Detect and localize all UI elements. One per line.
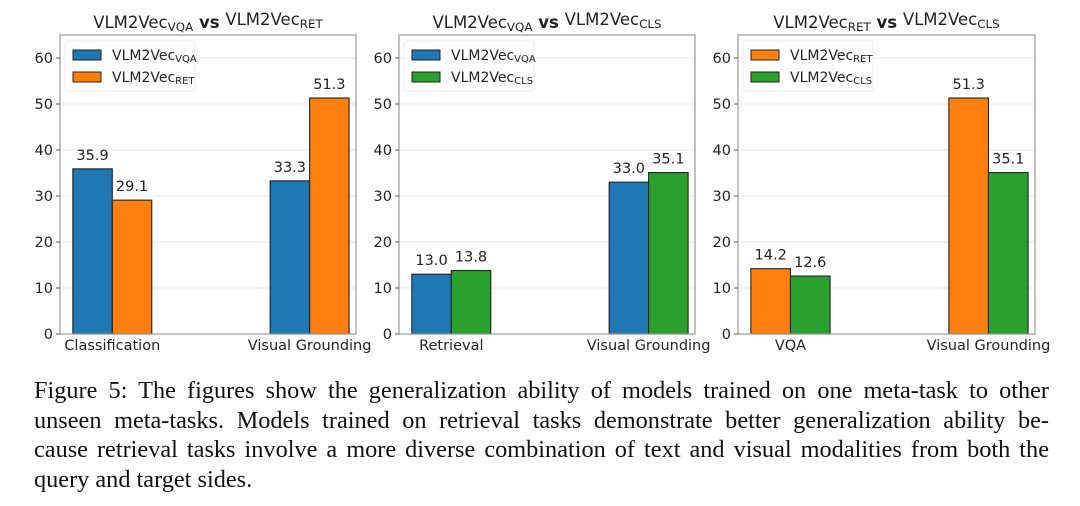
x-tick-label: Visual Grounding: [587, 338, 711, 354]
legend-swatch-vqa: [72, 49, 102, 61]
data-label: 12.6: [794, 255, 826, 271]
y-tick-label: 30: [374, 189, 392, 205]
y-tick-label: 60: [713, 51, 731, 67]
data-label: 35.9: [76, 148, 108, 164]
y-tick-label: 50: [35, 97, 53, 113]
y-tick-label: 10: [713, 281, 731, 297]
bar-ret-visual-grounding: [948, 97, 990, 335]
chart-title: VLM2VecRET vs VLM2VecCLS: [773, 10, 999, 34]
y-tick-label: 20: [374, 235, 392, 251]
data-label: 51.3: [313, 77, 345, 93]
data-label: 33.3: [274, 160, 306, 176]
x-tick-label: Retrieval: [419, 338, 483, 354]
x-tick-label: Visual Grounding: [927, 338, 1051, 354]
legend-entry: VLM2VecCLS: [790, 70, 872, 87]
bar-ret-visual-grounding: [309, 97, 350, 335]
axes-frame: [59, 34, 357, 335]
y-tick-label: 20: [713, 235, 731, 251]
caption-line: Figure 5: The figures show the generaliz…: [34, 377, 1049, 404]
legend-swatch-ret: [750, 49, 780, 61]
y-tick-label: 0: [44, 327, 53, 343]
data-label: 51.3: [953, 77, 985, 93]
legend-swatch-cls: [411, 71, 441, 83]
legend-swatch-vqa: [411, 49, 441, 61]
y-tick-label: 0: [722, 327, 731, 343]
bar-cls-visual-grounding: [987, 171, 1029, 335]
bar-chart-2: 13.0 13.8 Retrieval 33.0 35.1 Visual Groundin…: [374, 10, 711, 354]
bar-chart-3: 14.2 12.6 VQA 51.3 35.1 Visual Grounding 0 10 20…: [713, 10, 1051, 354]
y-tick-label: 40: [713, 143, 731, 159]
bar-cls-visual-grounding: [648, 171, 689, 335]
legend-entry: VLM2VecVQA: [451, 48, 536, 65]
bar-cls-vqa: [789, 275, 831, 335]
data-label: 29.1: [116, 179, 148, 195]
data-label: 35.1: [652, 152, 684, 168]
legend-entry: VLM2VecVQA: [112, 48, 197, 65]
x-tick-label: VQA: [775, 338, 806, 354]
bar-cls-retrieval: [450, 269, 492, 335]
bar-vqa-retrieval: [411, 273, 452, 335]
x-tick-label: Classification: [64, 338, 160, 354]
data-label: 33.0: [613, 161, 645, 177]
bar-ret-vqa: [750, 268, 792, 335]
y-tick-label: 50: [374, 97, 392, 113]
y-tick-label: 10: [35, 281, 53, 297]
bar-vqa-visual-grounding: [608, 181, 650, 335]
y-tick-label: 40: [35, 143, 53, 159]
caption-line: unseen meta-tasks. Models trained on ret…: [34, 406, 1049, 434]
legend: VLM2VecVQA VLM2VecCLS: [403, 40, 536, 92]
y-tick-label: 50: [713, 97, 731, 113]
y-tick-label: 0: [383, 327, 392, 343]
axes-frame: [737, 34, 1036, 335]
y-tick-label: 30: [713, 189, 731, 205]
data-label: 35.1: [992, 152, 1024, 168]
bar-vqa-visual-grounding: [269, 180, 311, 335]
figure-caption: Figure 5: The figures show the generaliz…: [34, 376, 1049, 494]
legend-swatch-cls: [750, 71, 780, 83]
data-label: 13.8: [455, 250, 487, 266]
chart-title: VLM2VecVQA vs VLM2VecRET: [93, 10, 323, 34]
figure-charts: 35.9 29.1 Classification 33.3 51.3 Visual Gro…: [35, 10, 1051, 354]
data-label: 14.2: [755, 248, 787, 264]
chart-title: VLM2VecVQA vs VLM2VecCLS: [432, 10, 661, 34]
legend: VLM2VecVQA VLM2VecRET: [64, 40, 197, 92]
bar-ret-classification: [111, 199, 153, 335]
axes-frame: [398, 34, 696, 335]
y-tick-label: 60: [374, 51, 392, 67]
caption-line: cause retrieval tasks involve a more div…: [34, 436, 1049, 463]
legend-entry: VLM2VecCLS: [451, 70, 533, 87]
legend-entry: VLM2VecRET: [790, 48, 873, 65]
y-tick-label: 40: [374, 143, 392, 159]
y-tick-label: 10: [374, 281, 392, 297]
legend: VLM2VecRET VLM2VecCLS: [742, 40, 874, 92]
x-tick-label: Visual Grounding: [248, 338, 372, 354]
y-tick-label: 30: [35, 189, 53, 205]
legend-entry: VLM2VecRET: [112, 70, 195, 87]
bar-chart-1: 35.9 29.1 Classification 33.3 51.3 Visual Gro…: [35, 10, 372, 354]
caption-line: query and target sides.: [34, 465, 253, 493]
y-tick-label: 60: [35, 51, 53, 67]
data-label: 13.0: [415, 253, 447, 269]
y-tick-label: 20: [35, 235, 53, 251]
legend-swatch-ret: [72, 71, 102, 83]
bar-vqa-classification: [72, 168, 113, 335]
